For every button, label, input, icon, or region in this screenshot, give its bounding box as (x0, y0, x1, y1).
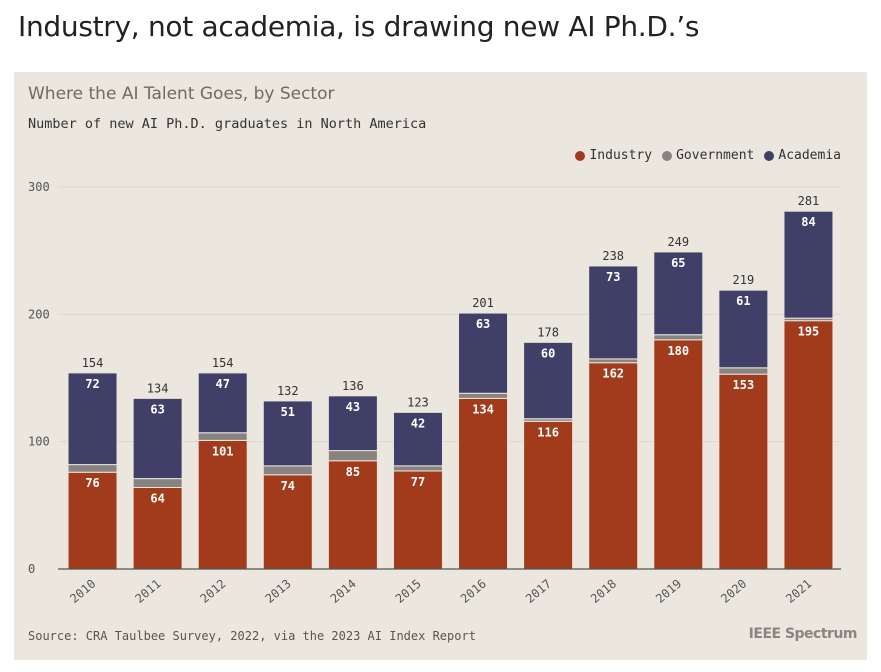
bar-total-label: 178 (537, 325, 559, 339)
chart-title: Where the AI Talent Goes, by Sector (28, 84, 335, 104)
bar-segment-academia (718, 289, 769, 369)
bar-segment-government (718, 367, 769, 375)
bar-segment-academia (327, 395, 378, 452)
bar-total-label: 132 (277, 384, 299, 398)
bar-total-label: 238 (602, 249, 624, 263)
bar-total-label: 281 (798, 194, 820, 208)
legend-label-industry: Industry (589, 148, 653, 163)
bar-segment-industry (588, 362, 639, 570)
bar-label-academia: 72 (85, 377, 99, 391)
bar-total-label: 123 (407, 395, 429, 409)
chart-card: Where the AI Talent Goes, by Sector Numb… (14, 72, 867, 660)
y-tick-label: 100 (28, 435, 50, 449)
bar-segment-government (262, 465, 313, 476)
bar-segment-academia (67, 372, 118, 466)
bar-label-academia: 63 (150, 402, 164, 416)
bar-total-label: 219 (733, 273, 755, 287)
bar-total-label: 134 (147, 381, 169, 395)
stacked-bar-chart: 0 100 200 300 76 72 154 2010 64 63 134 2011 101 47 154… (28, 180, 841, 606)
x-tick-label: 2020 (718, 577, 749, 606)
bar-segment-government (392, 465, 443, 472)
bar-total-label: 201 (472, 296, 494, 310)
bar-segment-government (67, 464, 118, 473)
bar-segment-industry (197, 439, 248, 570)
bar-label-industry: 116 (537, 425, 559, 439)
bar-segment-academia (132, 397, 183, 480)
bar-segment-academia (523, 341, 574, 420)
bar-label-industry: 180 (667, 344, 689, 358)
bar-label-industry: 134 (472, 402, 494, 416)
bar-segment-academia (588, 265, 639, 360)
bar-total-label: 154 (82, 356, 104, 370)
bar-label-academia: 61 (736, 294, 750, 308)
bar-label-academia: 73 (606, 270, 620, 284)
bar-label-academia: 84 (801, 215, 815, 229)
bar-label-industry: 77 (411, 475, 425, 489)
bar-segment-academia (783, 210, 834, 319)
x-tick-label: 2017 (523, 577, 554, 606)
legend-item-government[interactable]: Government (662, 148, 754, 163)
bar-label-academia: 65 (671, 256, 685, 270)
bar-label-industry: 153 (733, 378, 755, 392)
bar-segment-industry (327, 460, 378, 570)
y-tick-label: 0 (28, 562, 35, 576)
bar-segment-academia (262, 400, 313, 467)
bar-total-label: 136 (342, 379, 364, 393)
bar-label-industry: 85 (346, 465, 360, 479)
legend-dot-government (662, 150, 673, 161)
bar-segment-government (653, 334, 704, 341)
bar-total-label: 249 (667, 235, 689, 249)
bar-segment-academia (458, 312, 509, 394)
bar-label-industry: 76 (85, 476, 99, 490)
bar-segment-academia (197, 372, 248, 434)
bar-label-industry: 162 (602, 367, 624, 381)
bar-segment-government (197, 432, 248, 441)
bar-segment-government (132, 478, 183, 489)
y-tick-label: 200 (28, 307, 50, 321)
chart-legend: Industry Government Academia (575, 148, 841, 163)
bar-segment-industry (523, 420, 574, 570)
bar-label-academia: 42 (411, 416, 425, 430)
legend-label-government: Government (676, 148, 755, 163)
legend-item-industry[interactable]: Industry (575, 148, 652, 163)
x-tick-label: 2015 (393, 577, 424, 606)
bar-segment-government (588, 358, 639, 364)
legend-item-academia[interactable]: Academia (764, 148, 841, 163)
bar-total-label: 154 (212, 356, 234, 370)
bar-label-academia: 43 (346, 400, 360, 414)
x-tick-label: 2010 (67, 577, 98, 606)
bar-segment-industry (653, 339, 704, 570)
bar-segment-academia (653, 251, 704, 336)
bar-segment-government (458, 392, 509, 399)
bar-segment-industry (458, 397, 509, 570)
x-tick-label: 2018 (588, 577, 619, 606)
bar-label-academia: 51 (281, 405, 295, 419)
x-tick-label: 2021 (783, 577, 814, 606)
x-tick-label: 2013 (263, 577, 294, 606)
bar-label-industry: 101 (212, 444, 234, 458)
legend-dot-academia (764, 150, 775, 161)
x-tick-label: 2016 (458, 577, 489, 606)
page-headline: Industry, not academia, is drawing new A… (18, 10, 700, 43)
bar-segment-academia (392, 411, 443, 467)
legend-dot-industry (575, 150, 586, 161)
bar-label-academia: 63 (476, 317, 490, 331)
bar-segment-government (327, 450, 378, 462)
bar-label-academia: 60 (541, 346, 555, 360)
bar-label-industry: 64 (150, 492, 164, 506)
bar-label-academia: 47 (215, 377, 229, 391)
bar-segment-industry (718, 373, 769, 570)
bar-segment-industry (783, 320, 834, 570)
y-tick-label: 300 (28, 180, 50, 194)
x-tick-label: 2019 (653, 577, 684, 606)
x-tick-label: 2012 (197, 577, 228, 606)
x-tick-label: 2011 (132, 577, 163, 606)
source-note: Source: CRA Taulbee Survey, 2022, via th… (28, 629, 476, 643)
bar-label-industry: 195 (798, 325, 820, 339)
x-tick-label: 2014 (328, 577, 359, 606)
brand-logo: IEEE Spectrum (748, 626, 858, 642)
bar-label-industry: 74 (281, 479, 295, 493)
chart-subtitle: Number of new AI Ph.D. graduates in Nort… (28, 116, 427, 132)
legend-label-academia: Academia (778, 148, 841, 163)
